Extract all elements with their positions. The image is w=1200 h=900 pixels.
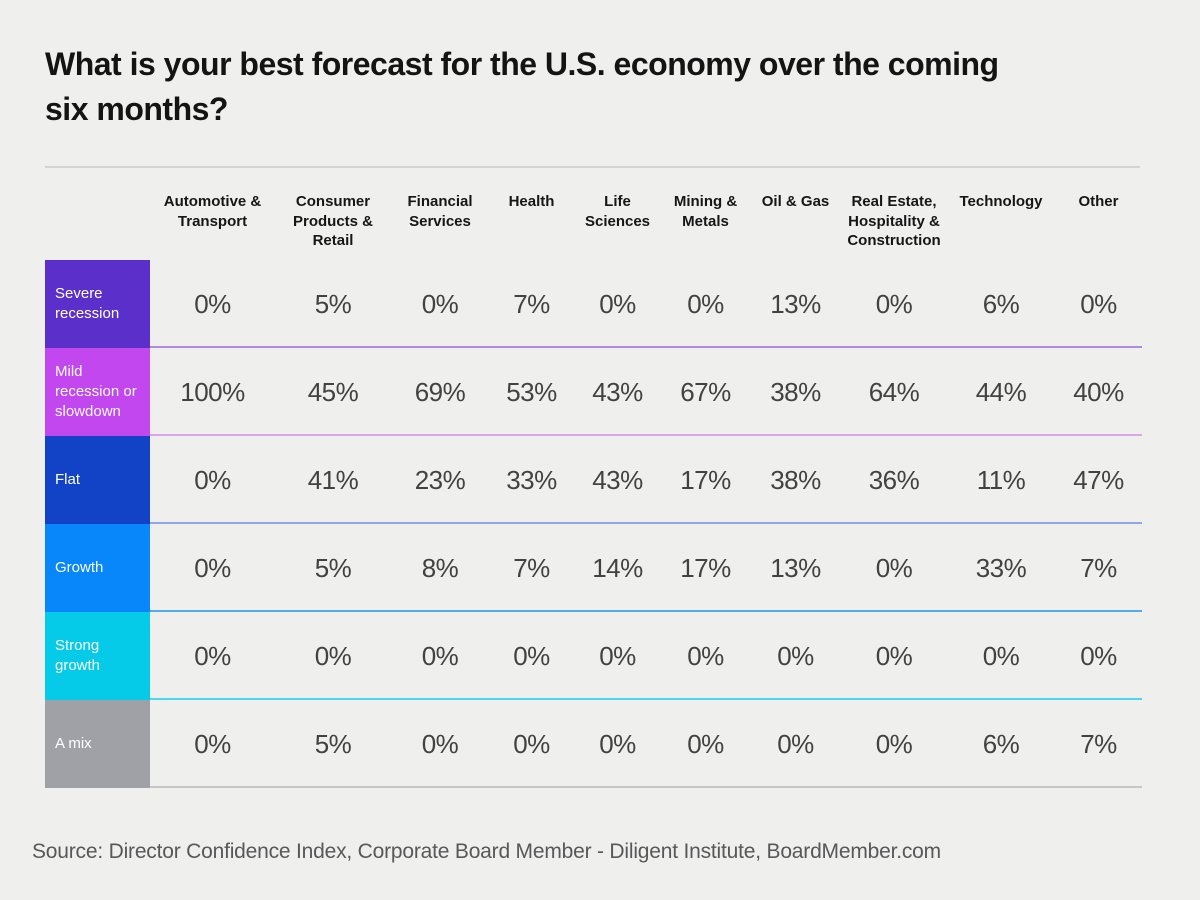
table-cell: 13%: [770, 552, 821, 583]
table-cell: 0%: [599, 728, 636, 759]
table-cell: 0%: [194, 464, 231, 495]
table-cell: 36%: [868, 464, 920, 495]
table-cell: 7%: [1080, 552, 1117, 583]
column-header-health: Health: [508, 193, 555, 210]
table-cell: 0%: [194, 640, 231, 671]
table-cell: 0%: [599, 640, 636, 671]
table-cell: 0%: [599, 288, 636, 319]
row-separator-line: [150, 786, 1142, 788]
table-cell: 0%: [194, 288, 231, 319]
row-separator-line: [150, 434, 1142, 436]
table-cell: 69%: [414, 376, 466, 407]
table-cell: 100%: [180, 376, 245, 407]
table-cell: 17%: [680, 552, 731, 583]
table-row-mild-recession: Mild recession or slowdown 100% 45% 69% …: [45, 348, 1142, 436]
row-separator-line: [150, 522, 1142, 524]
table-cell: 0%: [777, 728, 814, 759]
source-attribution: Source: Director Confidence Index, Corpo…: [32, 840, 941, 863]
column-header-consumer: Consumer Products & Retail: [292, 193, 373, 249]
table-cell: 6%: [982, 728, 1020, 759]
table-cell: 0%: [687, 640, 724, 671]
table-cell: 0%: [875, 552, 913, 583]
table-cell: 41%: [307, 464, 359, 495]
column-header-financial: Financial Services: [407, 193, 473, 230]
table-cell: 0%: [421, 288, 459, 319]
column-header-oil-gas: Oil & Gas: [761, 193, 830, 210]
table-cell: 0%: [777, 640, 814, 671]
table-cell: 0%: [982, 640, 1020, 671]
table-row-growth: Growth 0% 5% 8% 7% 14% 17% 13% 0% 33% 7%: [45, 524, 1142, 612]
table-cell: 33%: [506, 464, 557, 495]
row-label-strong-growth: Strong growth: [45, 612, 150, 700]
table-cell: 0%: [687, 728, 724, 759]
row-separator-line: [150, 698, 1142, 700]
column-header-mining: Mining & Metals: [673, 193, 738, 230]
table-cell: 0%: [194, 552, 231, 583]
table-cell: 43%: [592, 464, 643, 495]
table-cell: 45%: [307, 376, 359, 407]
table-cell: 43%: [592, 376, 643, 407]
table-row-strong-growth: Strong growth 0% 0% 0% 0% 0% 0% 0% 0% 0%…: [45, 612, 1142, 700]
table-cell: 53%: [506, 376, 557, 407]
table-cell: 0%: [314, 640, 352, 671]
table-cell: 33%: [975, 552, 1027, 583]
table-cell: 38%: [770, 376, 821, 407]
table-cell: 14%: [592, 552, 643, 583]
table-cell: 44%: [975, 376, 1027, 407]
table-cell: 7%: [513, 552, 550, 583]
table-cell: 8%: [421, 552, 459, 583]
table-cell: 5%: [314, 552, 352, 583]
table-cell: 7%: [513, 288, 550, 319]
row-label-flat: Flat: [45, 436, 150, 524]
table-cell: 0%: [513, 640, 550, 671]
column-header-technology: Technology: [959, 193, 1043, 210]
table-cell: 0%: [421, 728, 459, 759]
table-cell: 6%: [982, 288, 1020, 319]
forecast-table: Automotive & Transport Consumer Products…: [45, 190, 1142, 788]
table-cell: 47%: [1073, 464, 1124, 495]
row-label-a-mix: A mix: [45, 700, 150, 788]
table-row-severe-recession: Severe recession 0% 5% 0% 7% 0% 0% 13% 0…: [45, 260, 1142, 348]
table-cell: 5%: [314, 728, 352, 759]
table-cell: 11%: [976, 464, 1026, 495]
row-label-mild-recession: Mild recession or slowdown: [45, 348, 150, 436]
table-cell: 0%: [875, 728, 913, 759]
row-label-growth: Growth: [45, 524, 150, 612]
row-label-severe-recession: Severe recession: [45, 260, 150, 348]
row-separator-line: [150, 610, 1142, 612]
table-cell: 40%: [1073, 376, 1124, 407]
table-cell: 38%: [770, 464, 821, 495]
table-cell: 0%: [1080, 288, 1117, 319]
table-cell: 0%: [875, 640, 913, 671]
table-cell: 0%: [1080, 640, 1117, 671]
table-cell: 64%: [868, 376, 920, 407]
table-cell: 0%: [421, 640, 459, 671]
corner-spacer: [45, 190, 150, 192]
table-row-a-mix: A mix 0% 5% 0% 0% 0% 0% 0% 0% 6% 7%: [45, 700, 1142, 788]
title-divider: [45, 166, 1140, 168]
table-cell: 0%: [194, 728, 231, 759]
column-header-real-estate: Real Estate, Hospitality & Construction: [847, 193, 941, 249]
table-cell: 17%: [680, 464, 731, 495]
column-header-life-sciences: Life Sciences: [584, 193, 651, 230]
table-header-row: Automotive & Transport Consumer Products…: [45, 190, 1142, 260]
table-cell: 67%: [680, 376, 731, 407]
table-cell: 0%: [687, 288, 724, 319]
table-cell: 0%: [513, 728, 550, 759]
column-header-automotive: Automotive & Transport: [163, 193, 262, 230]
table-cell: 13%: [770, 288, 821, 319]
table-cell: 23%: [414, 464, 466, 495]
table-cell: 5%: [314, 288, 352, 319]
table-cell: 7%: [1080, 728, 1117, 759]
table-cell: 0%: [875, 288, 913, 319]
table-row-flat: Flat 0% 41% 23% 33% 43% 17% 38% 36% 11% …: [45, 436, 1142, 524]
row-separator-line: [150, 346, 1142, 348]
page-title: What is your best forecast for the U.S. …: [45, 46, 999, 127]
column-header-other: Other: [1078, 193, 1119, 210]
